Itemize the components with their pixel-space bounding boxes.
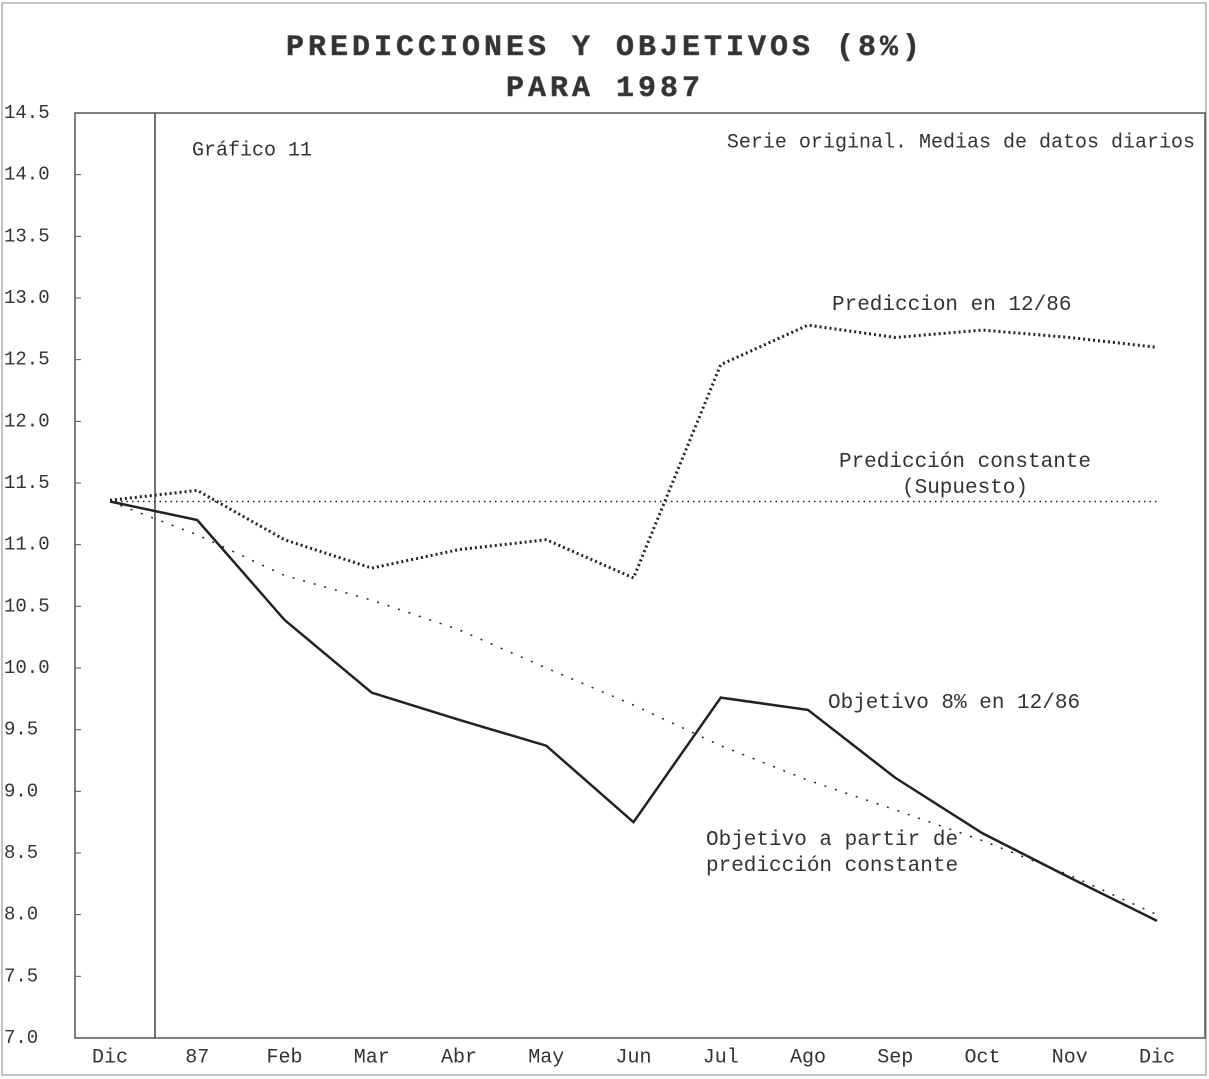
x-tick-label: Sep <box>877 1046 913 1069</box>
y-tick-label: 12.5 <box>4 349 50 371</box>
x-tick-label: Nov <box>1052 1046 1088 1069</box>
y-tick-label: 7.5 <box>4 965 38 987</box>
series-line <box>109 500 1158 916</box>
y-tick-label: 7.0 <box>4 1027 38 1049</box>
y-tick-label: 14.0 <box>4 164 50 186</box>
y-tick-label: 8.0 <box>4 904 38 926</box>
plot-frame <box>74 112 1206 1039</box>
series-line <box>109 500 1158 922</box>
y-tick-label: 14.5 <box>4 102 50 124</box>
y-tick-label: 10.0 <box>4 657 50 679</box>
x-tick-label: Feb <box>266 1046 302 1069</box>
chart-subtitle: PARA 1987 <box>506 72 704 106</box>
x-tick-label: 87 <box>185 1046 209 1069</box>
series-label: Objetivo 8% en 12/86 <box>828 692 1081 715</box>
x-tick-label: Jul <box>703 1046 739 1069</box>
y-tick-label: 13.5 <box>4 225 50 247</box>
y-tick-label: 13.0 <box>4 287 50 309</box>
chart-title: PREDICCIONES Y OBJETIVOS (8%) <box>286 31 924 65</box>
y-tick-label: 9.5 <box>4 719 38 741</box>
x-tick-label: Oct <box>964 1046 1000 1069</box>
x-tick-label: May <box>528 1046 564 1069</box>
annotation: Gráfico 11 <box>192 139 312 162</box>
x-tick-label: Abr <box>441 1046 477 1069</box>
x-tick-label: Ago <box>790 1046 826 1069</box>
x-tick-label: Jun <box>615 1046 651 1069</box>
y-tick-label: 11.5 <box>4 472 50 494</box>
y-tick-label: 9.0 <box>4 780 38 802</box>
series-label: Predicción constante (Supuesto) <box>838 451 1092 500</box>
series-label: Objetivo a partir de predicción constant… <box>706 829 959 878</box>
y-tick-label: 12.0 <box>4 410 50 432</box>
y-tick-label: 10.5 <box>4 595 50 617</box>
series-label: Prediccion en 12/86 <box>832 294 1072 317</box>
y-tick-label: 11.0 <box>4 534 50 556</box>
x-tick-label: Dic <box>1139 1046 1175 1069</box>
y-tick-label: 8.5 <box>4 842 38 864</box>
annotation: Serie original. Medias de datos diarios <box>727 131 1195 154</box>
x-tick-label: Dic <box>92 1046 128 1069</box>
x-tick-label: Mar <box>354 1046 390 1069</box>
